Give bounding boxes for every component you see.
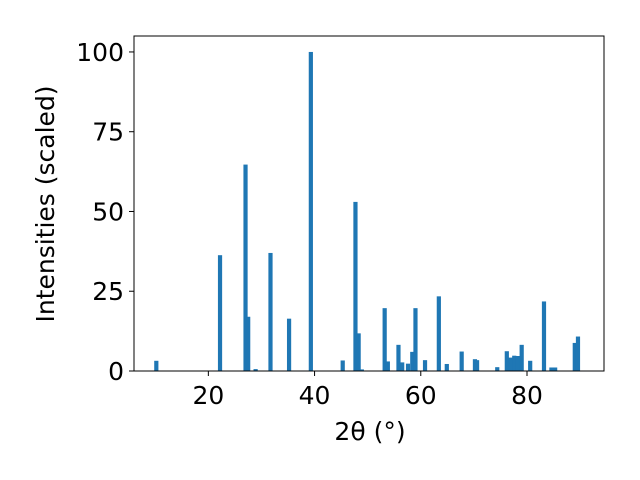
bar xyxy=(359,369,364,371)
y-tick-label: 50 xyxy=(92,197,124,226)
bar xyxy=(217,255,223,371)
plot-frame xyxy=(133,35,605,372)
bar xyxy=(572,342,577,371)
x-tick-label: 60 xyxy=(405,381,437,410)
bar xyxy=(575,336,581,371)
y-tick-label: 25 xyxy=(92,277,124,306)
bar xyxy=(504,351,509,371)
bar xyxy=(512,355,517,371)
bar xyxy=(246,316,251,371)
bar xyxy=(405,363,411,371)
bar xyxy=(385,361,390,371)
y-axis-label: Intensities (scaled) xyxy=(31,85,60,322)
bar xyxy=(508,357,513,371)
bar xyxy=(413,308,418,371)
bar xyxy=(268,252,273,371)
bar xyxy=(519,344,524,371)
x-tick-label: 80 xyxy=(511,381,543,410)
bar xyxy=(396,344,401,371)
bar xyxy=(459,351,464,371)
bar xyxy=(356,333,361,371)
bar xyxy=(353,201,358,371)
bar xyxy=(549,367,554,371)
x-tick-label: 20 xyxy=(192,381,224,410)
bar xyxy=(154,360,159,371)
bar xyxy=(422,360,428,371)
bar xyxy=(400,362,405,371)
bars-group xyxy=(154,51,581,371)
bar xyxy=(286,318,292,371)
bar xyxy=(410,351,415,371)
bar xyxy=(436,296,441,371)
x-axis-label: 2θ (°) xyxy=(334,417,405,446)
bar xyxy=(382,308,387,371)
bar xyxy=(444,363,449,371)
bar xyxy=(515,356,521,371)
y-tick-label: 75 xyxy=(92,118,124,147)
bar xyxy=(553,367,558,371)
bar xyxy=(253,369,258,371)
bar xyxy=(474,360,480,371)
bar xyxy=(243,164,248,371)
bar xyxy=(541,301,547,371)
bar xyxy=(495,367,500,371)
y-tick-label: 0 xyxy=(108,357,124,386)
y-axis-ticks: 0 25 50 75 100 xyxy=(76,38,134,386)
bar xyxy=(308,51,313,371)
x-tick-label: 40 xyxy=(299,381,331,410)
bar xyxy=(472,359,478,371)
bar xyxy=(528,360,533,371)
y-tick-label: 100 xyxy=(76,38,124,67)
bar xyxy=(340,360,345,371)
x-axis-ticks: 20 40 60 80 xyxy=(192,371,543,410)
